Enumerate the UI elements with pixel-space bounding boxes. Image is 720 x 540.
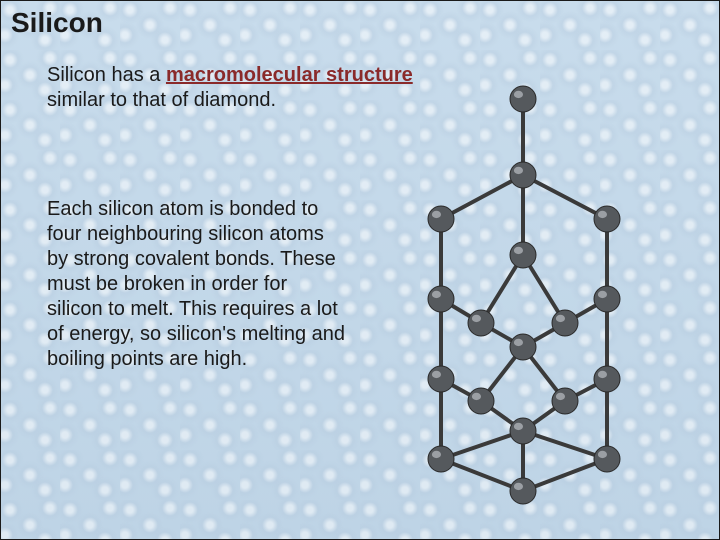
slide-frame: Silicon Silicon has a macromolecular str… bbox=[0, 0, 720, 540]
atom bbox=[428, 286, 454, 312]
atom bbox=[552, 310, 578, 336]
atom bbox=[594, 286, 620, 312]
atom bbox=[510, 418, 536, 444]
bond bbox=[441, 175, 523, 219]
atom bbox=[594, 366, 620, 392]
atom bbox=[510, 334, 536, 360]
atom bbox=[594, 206, 620, 232]
silicon-structure-diagram bbox=[393, 85, 695, 505]
atom bbox=[510, 478, 536, 504]
body-paragraph: Each silicon atom is bonded to four neig… bbox=[47, 197, 347, 372]
intro-post: similar to that of diamond. bbox=[47, 89, 276, 111]
atom bbox=[428, 446, 454, 472]
atom bbox=[428, 366, 454, 392]
atom bbox=[428, 206, 454, 232]
atom bbox=[510, 86, 536, 112]
atom bbox=[468, 310, 494, 336]
key-term: macromolecular structure bbox=[166, 64, 413, 86]
atom bbox=[594, 446, 620, 472]
atom bbox=[510, 162, 536, 188]
page-title: Silicon bbox=[11, 7, 103, 39]
atom bbox=[510, 242, 536, 268]
intro-pre: Silicon has a bbox=[47, 64, 166, 86]
atom bbox=[468, 388, 494, 414]
atom bbox=[552, 388, 578, 414]
intro-paragraph: Silicon has a macromolecular structure s… bbox=[47, 63, 427, 113]
bond bbox=[523, 175, 607, 219]
